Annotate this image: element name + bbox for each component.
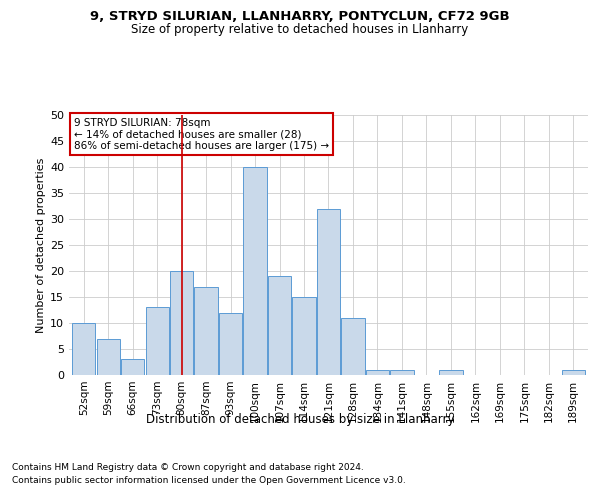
Bar [244, 167, 266, 375]
Bar [391, 370, 413, 375]
Bar [439, 370, 463, 375]
Text: 9, STRYD SILURIAN, LLANHARRY, PONTYCLUN, CF72 9GB: 9, STRYD SILURIAN, LLANHARRY, PONTYCLUN,… [90, 10, 510, 23]
Bar [219, 312, 242, 375]
Text: Contains HM Land Registry data © Crown copyright and database right 2024.: Contains HM Land Registry data © Crown c… [12, 462, 364, 471]
Bar [562, 370, 585, 375]
Bar [170, 271, 193, 375]
Bar [194, 286, 218, 375]
Bar [317, 208, 340, 375]
Text: Contains public sector information licensed under the Open Government Licence v3: Contains public sector information licen… [12, 476, 406, 485]
Bar [366, 370, 389, 375]
Bar [146, 308, 169, 375]
Text: Distribution of detached houses by size in Llanharry: Distribution of detached houses by size … [146, 412, 454, 426]
Text: 9 STRYD SILURIAN: 78sqm
← 14% of detached houses are smaller (28)
86% of semi-de: 9 STRYD SILURIAN: 78sqm ← 14% of detache… [74, 118, 329, 151]
Text: Size of property relative to detached houses in Llanharry: Size of property relative to detached ho… [131, 22, 469, 36]
Bar [97, 338, 120, 375]
Bar [72, 323, 95, 375]
Bar [292, 297, 316, 375]
Bar [341, 318, 365, 375]
Y-axis label: Number of detached properties: Number of detached properties [36, 158, 46, 332]
Bar [268, 276, 291, 375]
Bar [121, 360, 144, 375]
